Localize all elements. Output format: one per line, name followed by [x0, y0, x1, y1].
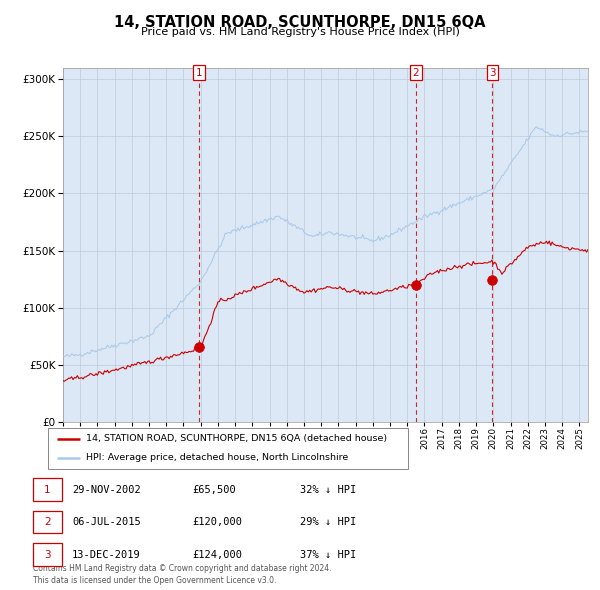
Text: HPI: Average price, detached house, North Lincolnshire: HPI: Average price, detached house, Nort… — [86, 453, 348, 463]
Text: 2: 2 — [413, 68, 419, 78]
Text: 1: 1 — [44, 485, 51, 494]
Text: 3: 3 — [489, 68, 496, 78]
Text: £120,000: £120,000 — [192, 517, 242, 527]
Text: 37% ↓ HPI: 37% ↓ HPI — [300, 550, 356, 559]
Text: 29-NOV-2002: 29-NOV-2002 — [72, 485, 141, 494]
Text: £124,000: £124,000 — [192, 550, 242, 559]
Text: Price paid vs. HM Land Registry's House Price Index (HPI): Price paid vs. HM Land Registry's House … — [140, 27, 460, 37]
Text: 29% ↓ HPI: 29% ↓ HPI — [300, 517, 356, 527]
Text: £65,500: £65,500 — [192, 485, 236, 494]
Text: 13-DEC-2019: 13-DEC-2019 — [72, 550, 141, 559]
Text: 2: 2 — [44, 517, 51, 527]
Text: Contains HM Land Registry data © Crown copyright and database right 2024.
This d: Contains HM Land Registry data © Crown c… — [33, 565, 331, 585]
Text: 14, STATION ROAD, SCUNTHORPE, DN15 6QA: 14, STATION ROAD, SCUNTHORPE, DN15 6QA — [114, 15, 486, 30]
Text: 1: 1 — [196, 68, 203, 78]
Text: 06-JUL-2015: 06-JUL-2015 — [72, 517, 141, 527]
Text: 32% ↓ HPI: 32% ↓ HPI — [300, 485, 356, 494]
Text: 14, STATION ROAD, SCUNTHORPE, DN15 6QA (detached house): 14, STATION ROAD, SCUNTHORPE, DN15 6QA (… — [86, 434, 387, 444]
Text: 3: 3 — [44, 550, 51, 559]
FancyBboxPatch shape — [48, 428, 408, 469]
